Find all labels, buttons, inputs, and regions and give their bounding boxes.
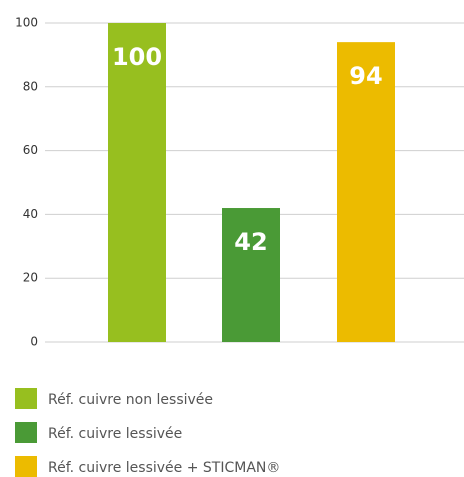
legend-swatch	[15, 422, 37, 443]
legend-swatch	[15, 456, 37, 477]
bar	[108, 23, 166, 342]
value-label: 100	[112, 43, 162, 71]
y-tick-label: 80	[23, 79, 38, 93]
value-label: 94	[349, 62, 382, 90]
y-tick-label: 40	[23, 207, 38, 221]
bar	[337, 42, 395, 342]
legend-label: Réf. cuivre lessivée	[48, 426, 182, 442]
value-label: 42	[234, 228, 267, 256]
legend-swatch	[15, 388, 37, 409]
y-tick-label: 20	[23, 271, 38, 285]
y-tick-label: 60	[23, 143, 38, 157]
y-tick-label: 100	[15, 16, 38, 30]
legend-label: Réf. cuivre lessivée + STICMAN®	[48, 460, 280, 476]
bar	[222, 208, 280, 342]
y-tick-label: 0	[30, 335, 38, 349]
legend-label: Réf. cuivre non lessivée	[48, 392, 213, 408]
